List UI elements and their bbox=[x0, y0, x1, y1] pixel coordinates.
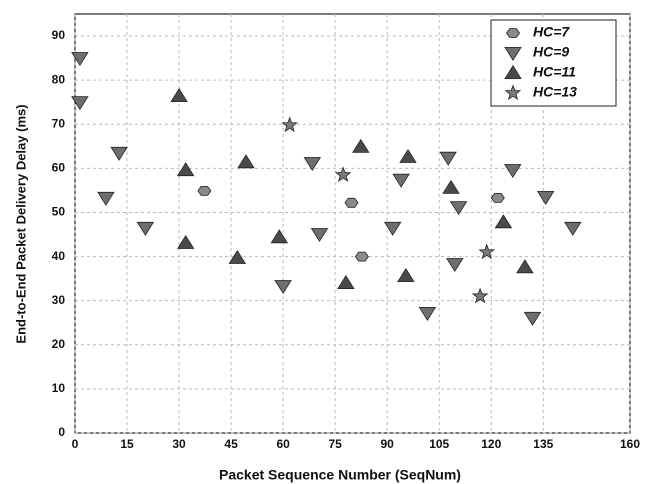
point bbox=[446, 258, 464, 273]
point bbox=[449, 201, 468, 216]
point bbox=[494, 214, 513, 229]
point bbox=[504, 164, 522, 179]
point bbox=[354, 251, 369, 262]
y-tick-label: 50 bbox=[52, 205, 66, 219]
x-tick-label: 135 bbox=[533, 437, 553, 451]
x-tick-label: 75 bbox=[328, 437, 342, 451]
legend-label: HC=11 bbox=[533, 64, 576, 80]
x-tick-label: 0 bbox=[72, 437, 79, 451]
point bbox=[478, 243, 496, 260]
point bbox=[310, 228, 329, 243]
legend-label: HC=13 bbox=[533, 84, 577, 100]
y-tick-label: 60 bbox=[52, 161, 66, 175]
point bbox=[71, 96, 89, 111]
point bbox=[536, 190, 555, 205]
point bbox=[176, 162, 195, 177]
point bbox=[270, 229, 289, 244]
point bbox=[397, 268, 415, 283]
x-tick-label: 60 bbox=[276, 437, 290, 451]
point bbox=[439, 151, 457, 166]
point bbox=[490, 192, 505, 203]
point bbox=[392, 173, 410, 188]
point bbox=[237, 154, 255, 169]
point bbox=[442, 179, 460, 194]
point bbox=[281, 116, 298, 133]
x-tick-label: 90 bbox=[381, 437, 395, 451]
point bbox=[516, 259, 534, 274]
x-tick-label: 15 bbox=[120, 437, 134, 451]
point bbox=[344, 197, 359, 208]
legend-marker bbox=[506, 28, 520, 38]
y-axis-label: End-to-End Packet Delivery Delay (ms) bbox=[13, 104, 28, 343]
point bbox=[136, 221, 155, 236]
x-tick-label: 160 bbox=[620, 437, 640, 451]
y-tick-label: 0 bbox=[58, 425, 65, 439]
point bbox=[303, 157, 322, 172]
x-axis-label: Packet Sequence Number (SeqNum) bbox=[219, 467, 461, 483]
x-tick-label: 120 bbox=[481, 437, 501, 451]
legend-marker bbox=[504, 47, 522, 61]
x-tick-label: 105 bbox=[429, 437, 449, 451]
y-tick-label: 10 bbox=[52, 381, 66, 395]
point bbox=[352, 138, 370, 153]
point bbox=[228, 249, 247, 264]
point bbox=[334, 166, 352, 183]
y-tick-label: 90 bbox=[52, 28, 66, 42]
point bbox=[383, 221, 402, 236]
point bbox=[471, 287, 489, 304]
point bbox=[170, 88, 188, 102]
point bbox=[274, 280, 292, 295]
point bbox=[399, 148, 417, 163]
point bbox=[418, 306, 437, 321]
point bbox=[197, 185, 212, 196]
x-tick-label: 45 bbox=[224, 437, 238, 451]
point bbox=[523, 311, 542, 326]
y-tick-label: 30 bbox=[52, 293, 66, 307]
point bbox=[110, 146, 128, 161]
point bbox=[176, 234, 195, 249]
x-tick-label: 30 bbox=[172, 437, 186, 451]
y-tick-label: 20 bbox=[52, 337, 66, 351]
y-tick-label: 80 bbox=[52, 72, 66, 86]
point bbox=[564, 221, 582, 236]
legend-label: HC=9 bbox=[533, 44, 569, 60]
point bbox=[97, 191, 115, 206]
legend-marker bbox=[504, 65, 522, 79]
legend-label: HC=7 bbox=[533, 24, 570, 40]
legend-marker bbox=[504, 84, 522, 101]
y-tick-label: 40 bbox=[52, 249, 66, 263]
point bbox=[337, 275, 355, 290]
grid bbox=[74, 14, 631, 434]
point bbox=[71, 52, 89, 67]
y-tick-label: 70 bbox=[52, 116, 66, 130]
